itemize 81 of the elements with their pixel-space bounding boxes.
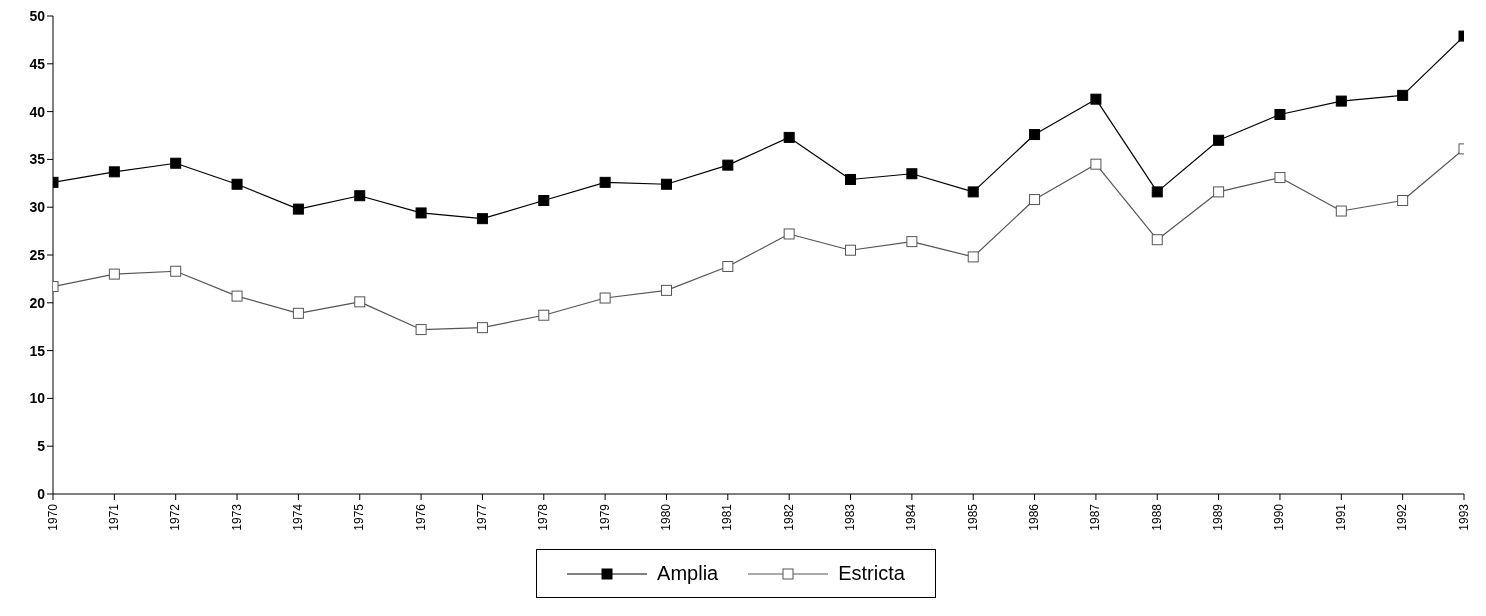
- point: [906, 168, 918, 180]
- point: [1335, 95, 1347, 107]
- x-tick-label: 1985: [965, 503, 980, 531]
- y-tick-label: 5: [37, 438, 46, 455]
- x-tick-label: 1980: [659, 503, 673, 531]
- y-tick-label: 35: [29, 151, 46, 168]
- x-tick-label: 1986: [1027, 503, 1042, 531]
- x-tick-label: 1992: [1395, 503, 1410, 531]
- x-tick-label: 1973: [229, 503, 244, 531]
- point: [845, 173, 857, 185]
- y-tick-label: 25: [29, 246, 46, 263]
- point: [476, 213, 488, 225]
- point: [1335, 205, 1347, 217]
- point: [1274, 172, 1286, 184]
- point: [538, 195, 550, 207]
- point: [170, 157, 182, 169]
- point: [476, 322, 488, 334]
- legend-label: Amplia: [657, 562, 719, 585]
- x-tick-label: 1976: [413, 503, 428, 531]
- y-tick-label: 15: [29, 342, 46, 359]
- x-tick-label: 1990: [1272, 503, 1287, 531]
- point: [108, 268, 120, 280]
- point: [722, 159, 734, 171]
- x-tick-label: 1993: [1456, 503, 1471, 531]
- x-tick-label: 1978: [536, 503, 551, 531]
- point: [1090, 158, 1102, 170]
- y-tick-label: 40: [29, 103, 46, 120]
- x-tick-label: 1984: [904, 503, 919, 531]
- point: [1029, 194, 1041, 206]
- x-tick-label: 1974: [290, 503, 305, 531]
- point: [906, 236, 918, 248]
- point: [967, 186, 979, 198]
- point: [1151, 234, 1163, 246]
- point: [1151, 186, 1163, 198]
- point: [660, 178, 672, 190]
- x-tick-label: 1970: [45, 503, 60, 531]
- y-tick-label: 0: [37, 485, 46, 502]
- x-tick-label: 1989: [1211, 503, 1226, 531]
- point: [967, 251, 979, 263]
- x-tick-label: 1979: [597, 503, 612, 531]
- point: [538, 309, 550, 321]
- legend-label: Estricta: [838, 562, 905, 585]
- y-tick-label: 20: [29, 294, 46, 311]
- x-tick-label: 1975: [352, 503, 367, 531]
- point: [292, 307, 304, 319]
- point: [599, 176, 611, 188]
- point: [108, 166, 120, 178]
- point: [783, 228, 795, 240]
- point: [1213, 186, 1225, 198]
- point: [415, 324, 427, 336]
- point: [660, 284, 672, 296]
- y-tick-label: 30: [29, 199, 46, 216]
- point: [1213, 134, 1225, 146]
- x-tick-label: 1971: [106, 503, 121, 531]
- point: [783, 131, 795, 143]
- point: [1274, 108, 1286, 120]
- point: [599, 292, 611, 304]
- point: [231, 178, 243, 190]
- x-tick-label: 1988: [1149, 503, 1164, 531]
- point: [170, 265, 182, 277]
- y-tick-label: 50: [29, 7, 46, 24]
- point: [1397, 89, 1409, 101]
- point: [722, 260, 734, 272]
- point: [1029, 129, 1041, 141]
- x-tick-label: 1977: [474, 503, 489, 531]
- x-tick-label: 1972: [168, 503, 183, 531]
- point: [354, 190, 366, 202]
- point: [415, 207, 427, 219]
- point: [1090, 93, 1102, 105]
- point: [292, 203, 304, 215]
- y-tick-label: 45: [29, 55, 46, 72]
- point: [1397, 195, 1409, 207]
- x-tick-label: 1981: [720, 503, 735, 531]
- point: [354, 296, 366, 308]
- point: [845, 244, 857, 256]
- y-tick-label: 10: [29, 390, 46, 407]
- x-tick-label: 1991: [1333, 503, 1348, 531]
- x-tick-label: 1987: [1088, 503, 1103, 531]
- x-tick-label: 1983: [843, 503, 858, 531]
- x-tick-label: 1982: [781, 503, 796, 531]
- point: [231, 290, 243, 302]
